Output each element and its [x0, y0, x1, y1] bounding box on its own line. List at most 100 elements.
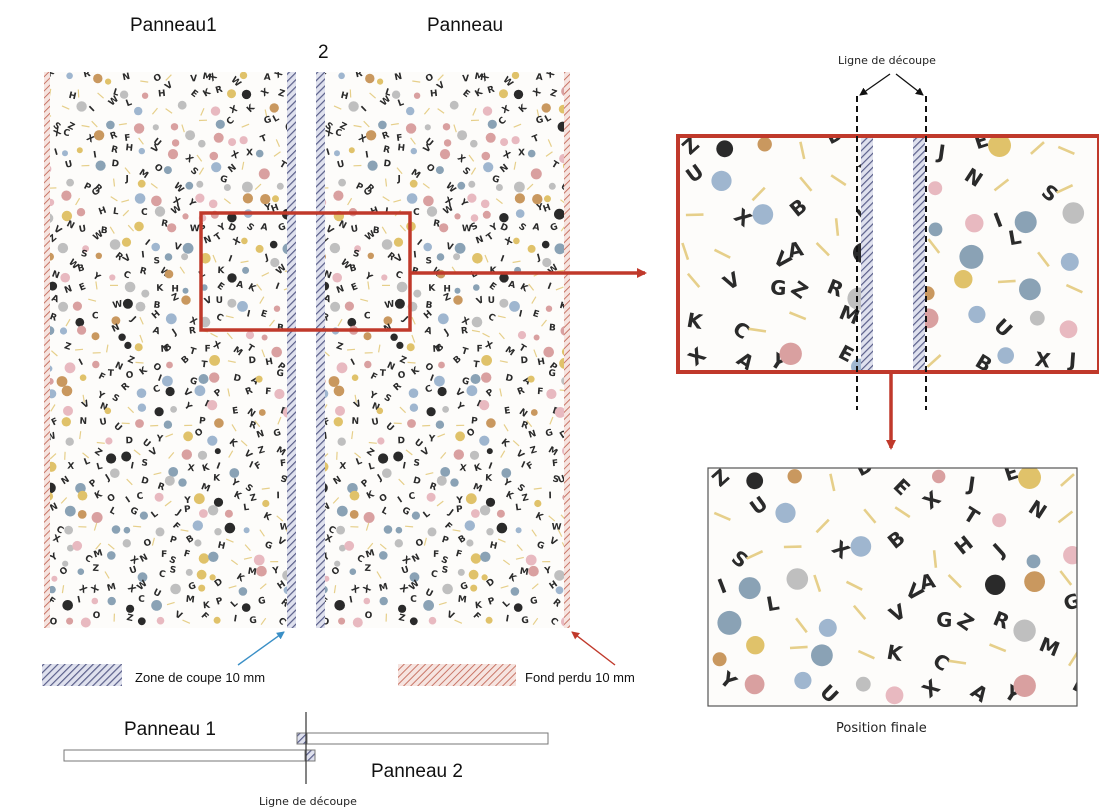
panel-2: XRNOVMXWAXGHLHVEKRXZIWLXKSZCGLXCXRFUTOII…: [316, 72, 570, 628]
pattern-letter: F: [170, 521, 181, 533]
pattern-animal-face: [442, 583, 453, 595]
pattern-letter: W: [190, 224, 200, 234]
pattern-letter: H: [537, 357, 546, 368]
pattern-letter: X: [323, 534, 333, 546]
pattern-confetti: [133, 449, 141, 456]
pattern-animal-face: [134, 106, 143, 116]
pattern-letter: G: [400, 506, 411, 518]
pattern-animal-face: [408, 388, 419, 399]
pattern-animal-face: [163, 420, 173, 429]
pattern-letter: B: [163, 342, 175, 354]
pattern-letter: P: [470, 416, 478, 427]
pattern-animal-face: [548, 182, 556, 190]
pattern-animal-face: [91, 332, 100, 341]
pattern-animal-face: [181, 253, 189, 261]
pattern-confetti: [240, 440, 248, 447]
pattern-letter: X: [397, 583, 409, 595]
pattern-letter: B: [153, 300, 161, 311]
pattern-letter: L: [422, 509, 433, 521]
pattern-confetti: [393, 199, 402, 203]
pattern-letter: N: [337, 219, 348, 231]
pattern-confetti: [379, 543, 387, 550]
pattern-letter: P: [198, 416, 206, 427]
schematic-panel-1-bar: [63, 749, 316, 762]
zoom-frame: [676, 134, 1099, 374]
pattern-confetti: [275, 139, 281, 147]
pattern-letter: X: [400, 555, 412, 567]
pattern-animal-face: [423, 242, 433, 252]
pattern-confetti: [88, 298, 97, 302]
pattern-letter: K: [217, 266, 225, 276]
pattern-animal-face: [457, 181, 466, 190]
pattern-animal-face: [163, 166, 172, 175]
pattern-letter: H: [276, 579, 288, 592]
pattern-letter: L: [112, 87, 121, 98]
pattern-confetti: [259, 296, 265, 304]
pattern-confetti: [109, 226, 115, 234]
pattern-confetti: [533, 487, 542, 490]
pattern-animal-face: [337, 437, 346, 446]
pattern-animal-face: [64, 525, 73, 535]
pattern-animal-face: [214, 528, 222, 536]
pattern-letter: U: [78, 224, 87, 235]
pattern-confetti: [124, 167, 131, 175]
pattern-letter: R: [364, 183, 376, 195]
pattern-animal-face: [141, 92, 149, 99]
pattern-confetti: [799, 176, 813, 192]
pattern-animal-face: [80, 617, 91, 628]
pattern-animal-face: [405, 123, 417, 134]
pattern-letter: U: [423, 588, 434, 600]
pattern-animal-face: [364, 360, 372, 369]
pattern-letter: S: [244, 222, 255, 234]
pattern-letter: I: [93, 150, 98, 160]
pattern-animal-face: [543, 346, 554, 358]
pattern-animal-face: [196, 569, 207, 580]
schematic-cut-zone-2: [296, 732, 308, 745]
pattern-animal-face: [181, 449, 192, 460]
pattern-animal-face: [377, 78, 384, 85]
pattern-letter: H: [542, 203, 553, 215]
pattern-letter: Z: [364, 564, 372, 574]
pattern-animal-face: [107, 551, 116, 560]
pattern-letter: C: [497, 115, 509, 127]
pattern-letter: G: [188, 376, 198, 388]
pattern-letter: C: [410, 595, 417, 605]
pattern-letter: L: [368, 461, 376, 472]
pattern-letter: I: [350, 358, 358, 368]
pattern-animal-face: [513, 237, 520, 245]
pattern-confetti: [852, 604, 867, 620]
pattern-letter: N: [79, 417, 87, 427]
pattern-animal-face: [72, 301, 82, 311]
pattern-letter: Z: [338, 121, 349, 133]
pattern-animal-face: [241, 89, 252, 100]
pattern-animal-face: [1024, 571, 1045, 592]
pattern-letter: S: [243, 483, 254, 495]
pattern-confetti: [497, 315, 506, 319]
pattern-letter: F: [97, 372, 107, 384]
pattern-animal-face: [211, 162, 222, 173]
pattern-confetti: [528, 283, 535, 291]
pattern-letter: I: [274, 282, 281, 293]
pattern-animal-face: [885, 686, 904, 705]
pattern-confetti: [411, 334, 416, 343]
pattern-letter: Z: [529, 445, 538, 457]
pattern-confetti: [440, 452, 447, 459]
pattern-animal-face: [170, 123, 179, 131]
final-frame: [707, 467, 1078, 707]
pattern-animal-face: [527, 149, 536, 158]
pattern-letter: X: [125, 583, 137, 595]
pattern-animal-face: [91, 597, 99, 605]
pattern-letter: L: [355, 456, 364, 467]
pattern-letter: I: [519, 460, 526, 471]
pattern-animal-face: [93, 73, 103, 84]
pattern-confetti: [894, 506, 911, 519]
pattern-confetti: [532, 617, 539, 626]
pattern-confetti: [228, 450, 234, 458]
pattern-animal-face: [95, 252, 103, 259]
cut-line-label-bottom: Ligne de découpe: [259, 795, 357, 808]
pattern-letter: S: [352, 249, 360, 260]
pattern-animal-face: [339, 544, 346, 552]
pattern-animal-face: [744, 674, 765, 695]
pattern-letter: H: [98, 206, 109, 218]
pattern-letter: M: [93, 548, 105, 560]
